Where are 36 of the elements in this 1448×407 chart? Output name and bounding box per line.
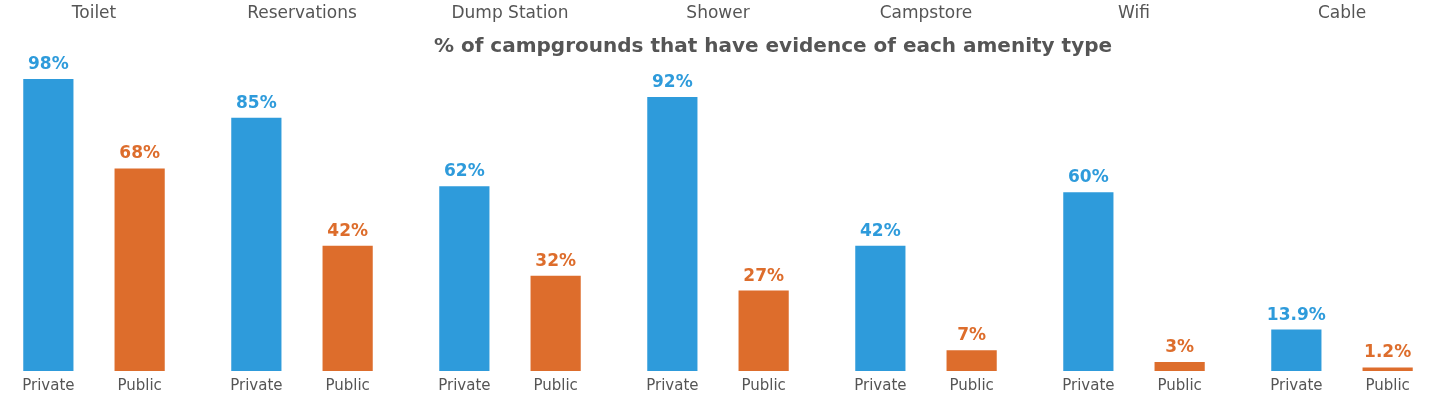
- x-tick-label: Public: [1365, 375, 1410, 394]
- x-tick-label: Public: [533, 375, 578, 394]
- x-tick-label: Private: [230, 375, 283, 394]
- x-tick-label: Private: [646, 375, 699, 394]
- chart-title: Wifi: [1118, 2, 1150, 22]
- data-label: 1.2%: [1364, 341, 1412, 362]
- data-label: 42%: [327, 219, 368, 240]
- data-label: 68%: [119, 142, 160, 163]
- data-label: 32%: [535, 249, 576, 270]
- x-tick-label: Private: [1270, 375, 1323, 394]
- chart-title: Toilet: [70, 2, 117, 22]
- data-label: 3%: [1165, 336, 1195, 357]
- x-tick-label: Public: [1157, 375, 1202, 394]
- chart-title: Shower: [686, 2, 750, 22]
- x-tick-label: Public: [741, 375, 786, 394]
- x-tick-label: Private: [1062, 375, 1115, 394]
- x-tick-label: Private: [854, 375, 907, 394]
- chart-title: Cable: [1317, 2, 1367, 22]
- text: % of campgrounds that have evidence of each amenity type: [433, 33, 1113, 57]
- chart-title: Campstore: [879, 2, 973, 22]
- x-tick-label: Public: [117, 375, 162, 394]
- x-tick-label: Public: [949, 375, 994, 394]
- data-label: 98%: [28, 53, 69, 73]
- x-tick-label: Private: [22, 375, 75, 394]
- data-label: 85%: [236, 91, 277, 112]
- chart-title: Reservations: [247, 2, 357, 22]
- data-label: 42%: [860, 219, 901, 240]
- data-label: 62%: [444, 160, 485, 181]
- data-label: 7%: [957, 324, 987, 345]
- x-tick-label: Private: [438, 375, 491, 394]
- data-label: 60%: [1068, 166, 1109, 187]
- data-label: 92%: [652, 70, 693, 91]
- chart-title: Dump Station: [451, 2, 569, 22]
- x-tick-label: Public: [325, 375, 370, 394]
- data-label: 13.9%: [1266, 303, 1326, 324]
- data-label: 27%: [743, 264, 784, 285]
